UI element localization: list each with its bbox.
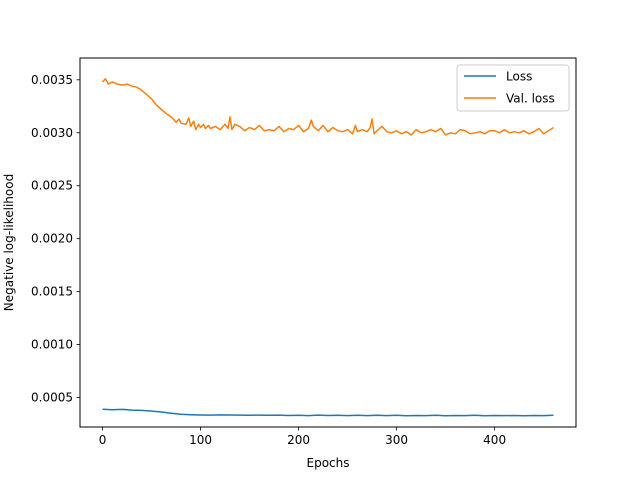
y-axis: 0.0005 0.0010 0.0015 0.0020 0.0025 0.0030 0.00… — [31, 73, 80, 405]
legend-label-val-loss: Val. loss — [506, 92, 555, 106]
y-tick-label: 0.0030 — [31, 126, 73, 140]
y-tick-label: 0.0005 — [31, 391, 73, 405]
x-axis: 0 100 200 300 400 — [99, 427, 506, 447]
series-line-val-loss — [101, 78, 554, 136]
y-tick-label: 0.0010 — [31, 338, 73, 352]
x-tick-label: 200 — [287, 433, 310, 447]
plot-frame — [79, 57, 577, 428]
x-tick-label: 100 — [189, 433, 212, 447]
x-tick-label: 300 — [385, 433, 408, 447]
y-tick-label: 0.0015 — [31, 285, 73, 299]
plot-area — [80, 58, 576, 427]
y-tick-label: 0.0035 — [31, 73, 73, 87]
legend: Loss Val. loss — [456, 64, 570, 112]
y-tick-label: 0.0020 — [31, 232, 73, 246]
x-tick-label: 400 — [483, 433, 506, 447]
x-tick-label: 0 — [99, 433, 107, 447]
series-layer — [101, 78, 554, 417]
x-axis-label: Epochs — [307, 456, 350, 470]
y-tick-label: 0.0025 — [31, 179, 73, 193]
series-line-loss — [102, 408, 554, 417]
y-axis-label: Negative log-likelihood — [2, 174, 16, 311]
legend-label-loss: Loss — [506, 70, 532, 84]
